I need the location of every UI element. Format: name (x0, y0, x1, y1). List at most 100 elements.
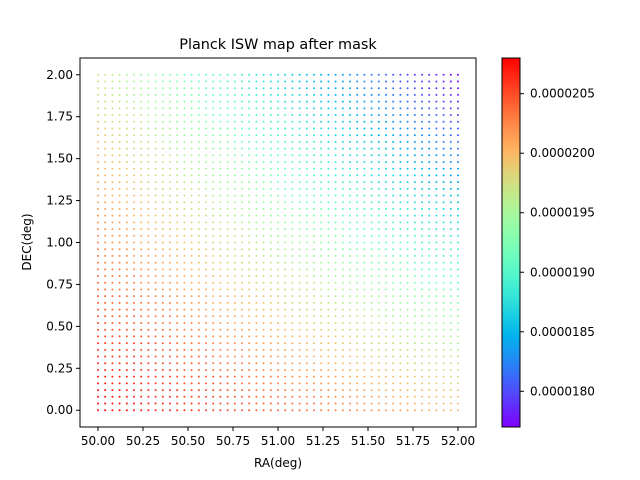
scatter-point (298, 147, 301, 150)
scatter-point (205, 93, 207, 96)
x-tick-label: 50.25 (126, 434, 160, 448)
scatter-point (377, 375, 380, 378)
scatter-point (205, 234, 207, 237)
scatter-point (133, 234, 135, 237)
scatter-point (320, 342, 323, 345)
scatter-point (133, 221, 135, 224)
x-tick-label: 52.00 (441, 434, 475, 448)
scatter-point (363, 362, 366, 365)
scatter-point (205, 288, 207, 291)
scatter-point (104, 174, 107, 177)
scatter-point (147, 221, 150, 224)
scatter-point (205, 100, 207, 103)
scatter-point (205, 134, 207, 137)
scatter-point (205, 328, 207, 331)
scatter-point (421, 382, 423, 385)
scatter-point (233, 241, 236, 244)
scatter-point (334, 355, 337, 358)
scatter-point (435, 221, 438, 224)
scatter-point (161, 348, 164, 351)
scatter-point (399, 261, 402, 264)
scatter-point (442, 120, 445, 123)
scatter-point (269, 107, 272, 110)
scatter-point (176, 194, 179, 197)
scatter-point (298, 201, 301, 204)
scatter-point (449, 288, 452, 291)
scatter-point (241, 107, 243, 110)
scatter-point (428, 73, 431, 76)
scatter-point (233, 167, 236, 170)
scatter-point (356, 409, 359, 412)
scatter-point (363, 335, 366, 338)
scatter-point (118, 221, 121, 224)
scatter-point (291, 308, 294, 311)
scatter-point (421, 241, 423, 244)
scatter-point (241, 154, 243, 157)
scatter-point (169, 301, 171, 304)
scatter-point (291, 201, 294, 204)
scatter-point (377, 147, 380, 150)
scatter-point (291, 261, 294, 264)
scatter-point (399, 107, 402, 110)
scatter-point (212, 248, 215, 251)
scatter-point (197, 167, 200, 170)
scatter-point (233, 221, 236, 224)
scatter-point (349, 362, 351, 365)
scatter-point (377, 308, 380, 311)
scatter-point (349, 174, 351, 177)
scatter-point (262, 214, 265, 217)
scatter-point (212, 402, 215, 405)
scatter-point (428, 201, 431, 204)
scatter-point (219, 147, 222, 150)
scatter-point (226, 348, 229, 351)
scatter-point (97, 254, 99, 257)
scatter-point (334, 120, 337, 123)
scatter-point (205, 254, 207, 257)
scatter-point (248, 241, 251, 244)
scatter-point (212, 295, 215, 298)
scatter-point (277, 335, 279, 338)
scatter-point (413, 395, 416, 398)
scatter-point (176, 301, 179, 304)
scatter-point (356, 248, 359, 251)
scatter-point (298, 154, 301, 157)
scatter-point (197, 348, 200, 351)
scatter-point (435, 348, 438, 351)
scatter-point (212, 362, 215, 365)
scatter-point (277, 120, 279, 123)
scatter-point (269, 181, 272, 184)
scatter-point (313, 275, 315, 278)
scatter-point (435, 301, 438, 304)
scatter-point (125, 107, 128, 110)
scatter-point (435, 322, 438, 325)
scatter-point (421, 127, 423, 130)
scatter-point (341, 114, 344, 117)
scatter-point (320, 301, 323, 304)
scatter-point (284, 409, 287, 412)
scatter-point (435, 194, 438, 197)
scatter-point (212, 335, 215, 338)
scatter-point (406, 342, 409, 345)
scatter-point (212, 301, 215, 304)
scatter-point (161, 187, 164, 190)
scatter-point (190, 194, 193, 197)
scatter-point (133, 368, 135, 371)
scatter-point (212, 107, 215, 110)
scatter-point (233, 395, 236, 398)
scatter-point (377, 93, 380, 96)
scatter-point (154, 335, 157, 338)
scatter-point (97, 140, 99, 143)
scatter-point (413, 362, 416, 365)
scatter-point (133, 281, 135, 284)
scatter-point (104, 221, 107, 224)
scatter-point (104, 308, 107, 311)
scatter-point (370, 261, 373, 264)
scatter-point (118, 368, 121, 371)
scatter-point (176, 342, 179, 345)
scatter-point (262, 288, 265, 291)
scatter-point (226, 194, 229, 197)
scatter-point (255, 368, 258, 371)
scatter-point (356, 375, 359, 378)
scatter-point (356, 160, 359, 163)
scatter-point (241, 181, 243, 184)
